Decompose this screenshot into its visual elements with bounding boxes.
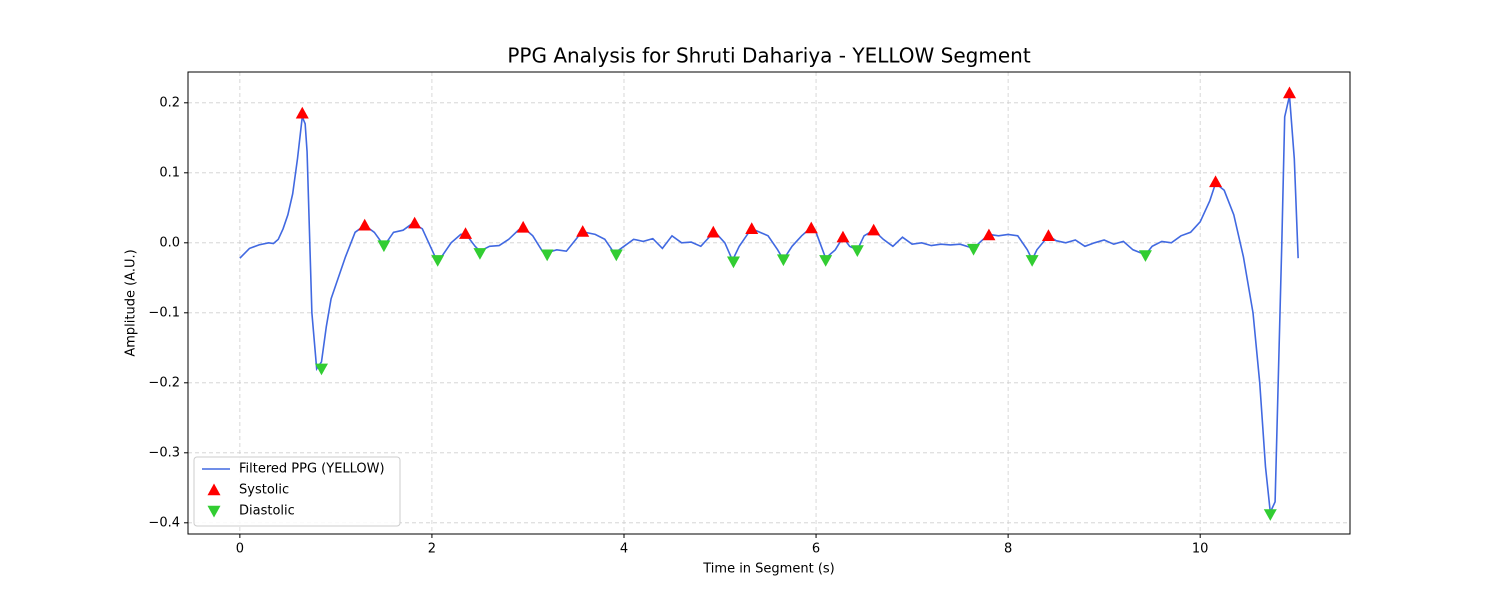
peak-marker <box>967 243 981 256</box>
y-tick-label: −0.1 <box>148 305 180 320</box>
legend-box <box>193 456 401 527</box>
legend-marker <box>207 505 221 518</box>
x-tick-label: 6 <box>812 542 820 557</box>
peak-marker <box>358 218 372 231</box>
peak-marker <box>459 227 473 239</box>
y-axis-label: Amplitude (A.U.) <box>124 249 139 356</box>
peak-marker <box>706 225 720 238</box>
peak-marker <box>295 106 309 119</box>
y-tick-label: 0.1 <box>159 165 180 180</box>
peak-marker <box>836 230 850 243</box>
peak-marker <box>1138 250 1152 262</box>
peak-marker <box>1263 509 1277 521</box>
chart-title: PPG Analysis for Shruti Dahariya - YELLO… <box>507 44 1030 68</box>
legend-label: Filtered PPG (YELLOW) <box>239 462 385 477</box>
peak-marker <box>982 228 996 241</box>
x-tick-label: 8 <box>1004 542 1012 557</box>
peak-marker <box>745 222 759 234</box>
peak-marker <box>776 254 790 267</box>
x-tick-label: 2 <box>428 542 436 557</box>
peak-marker <box>377 240 391 253</box>
legend-label: Diastolic <box>239 504 295 519</box>
plot-frame <box>187 71 1351 535</box>
y-tick-label: −0.2 <box>148 375 180 390</box>
peak-marker <box>516 220 530 233</box>
peak-marker <box>314 363 328 376</box>
y-tick-label: −0.3 <box>148 445 180 460</box>
x-axis-label: Time in Segment (s) <box>702 562 834 577</box>
peak-marker <box>576 225 590 237</box>
y-tick-label: −0.4 <box>148 515 180 530</box>
peak-marker <box>819 255 833 267</box>
legend-label: Systolic <box>239 483 289 498</box>
peak-marker <box>726 256 740 269</box>
peak-marker <box>867 223 881 236</box>
legend-marker <box>207 483 221 496</box>
peak-marker <box>473 248 487 260</box>
y-tick-label: 0.0 <box>159 235 180 250</box>
peak-marker <box>850 245 864 257</box>
x-tick-label: 10 <box>1192 542 1209 557</box>
peak-marker <box>1282 86 1296 99</box>
peak-marker <box>431 255 445 267</box>
peak-marker <box>540 249 554 262</box>
peak-marker <box>408 216 422 229</box>
peak-marker <box>1041 229 1055 241</box>
y-tick-label: 0.2 <box>159 95 180 110</box>
peak-marker <box>804 221 818 234</box>
peak-marker <box>1209 175 1223 188</box>
x-tick-label: 4 <box>620 542 628 557</box>
x-tick-label: 0 <box>236 542 244 557</box>
peak-marker <box>609 249 623 262</box>
peak-marker <box>1025 255 1039 267</box>
